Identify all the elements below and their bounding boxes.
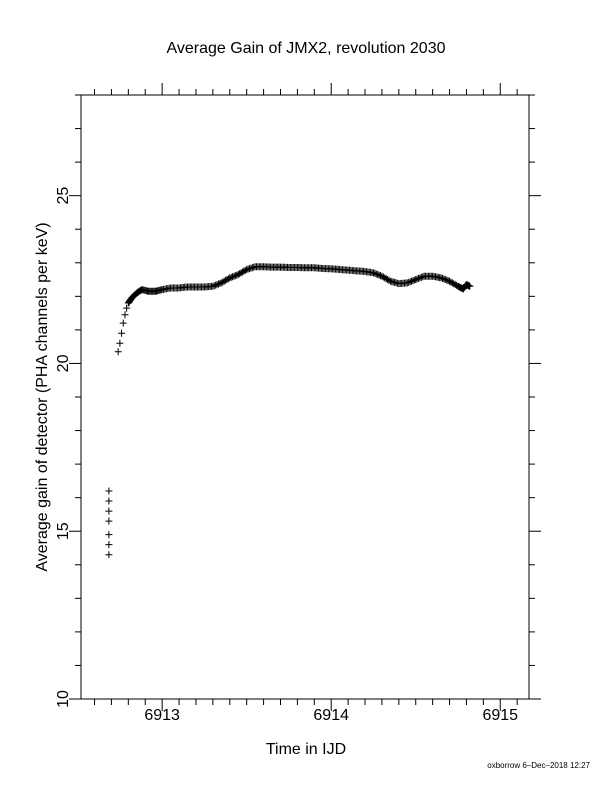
y-tick-label: 20 (55, 354, 72, 372)
data-point (105, 517, 113, 525)
data-point (123, 304, 131, 312)
data-point (116, 339, 124, 347)
y-tick-label: 25 (55, 187, 72, 205)
data-point (114, 348, 122, 356)
x-axis-label: Time in IJD (266, 741, 346, 758)
footer-credit: oxborrow 6–Dec–2018 12:27 (487, 761, 590, 770)
x-tick-label: 6913 (144, 707, 180, 724)
data-points (105, 263, 474, 559)
plot-frame (80, 94, 530, 700)
data-point (118, 329, 126, 337)
data-point (105, 487, 113, 495)
data-point (105, 541, 113, 549)
data-point (119, 319, 127, 327)
y-tick-label: 10 (55, 690, 72, 708)
data-point (466, 282, 474, 290)
x-tick-label: 6915 (482, 707, 518, 724)
chart-title: Average Gain of JMX2, revolution 2030 (167, 40, 446, 57)
data-point (105, 531, 113, 539)
data-point (105, 551, 113, 559)
data-point (105, 507, 113, 515)
data-point (121, 311, 129, 319)
x-tick-label: 6914 (313, 707, 349, 724)
y-axis-label: Average gain of detector (PHA channels p… (34, 222, 51, 571)
data-point (105, 497, 113, 505)
axis-ticks (69, 83, 541, 711)
axis-tick-labels: 6913 6914 6915 10 15 20 25 (55, 187, 518, 724)
y-tick-label: 15 (55, 522, 72, 540)
